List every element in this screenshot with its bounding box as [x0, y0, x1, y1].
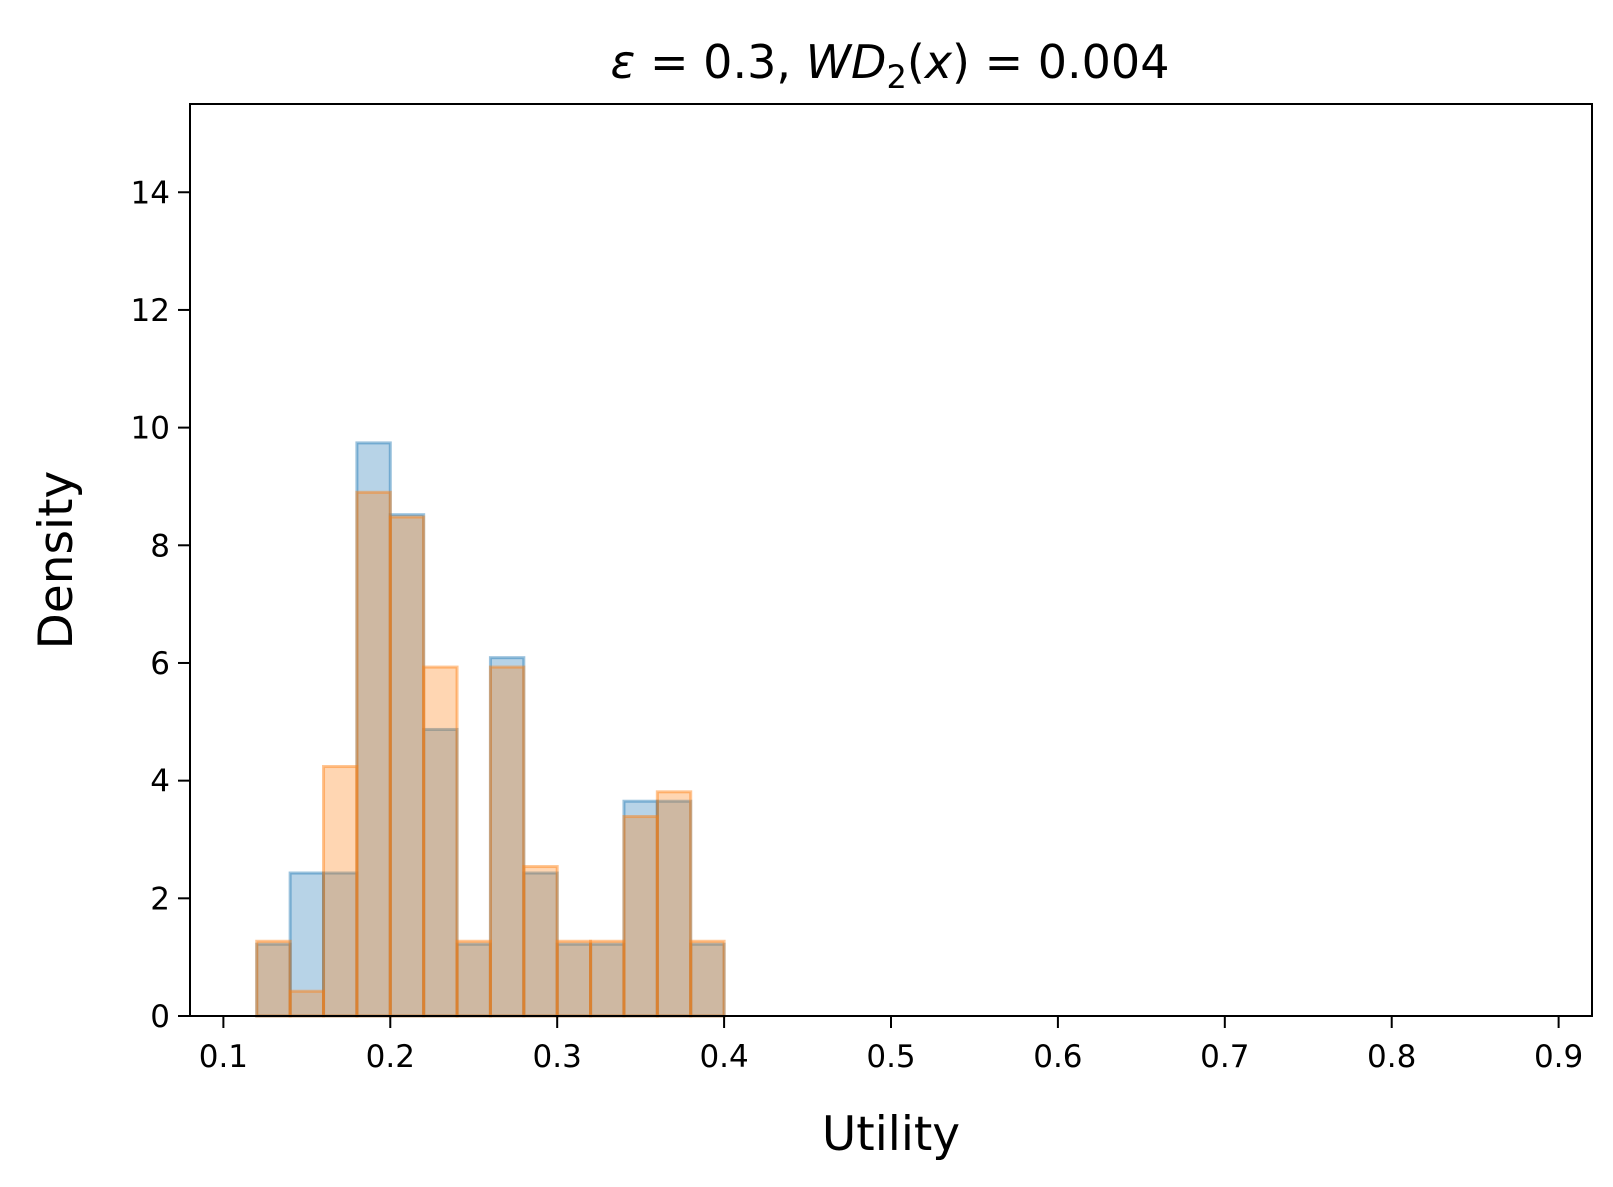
- title-var: x: [923, 35, 953, 89]
- histogram-bar: [655, 799, 693, 1018]
- x-tick-label: 0.3: [533, 1039, 582, 1075]
- histogram-bar: [455, 939, 492, 1018]
- title-paren-close: ): [952, 35, 970, 89]
- histogram-bar: [355, 490, 392, 1018]
- y-tick-label: 14: [131, 175, 170, 211]
- x-tick-label: 0.5: [866, 1039, 915, 1075]
- x-tick-label: 0.4: [699, 1039, 748, 1075]
- y-tick-label: 10: [131, 411, 170, 447]
- bars-layer: [255, 441, 726, 1018]
- histogram-bar: [455, 942, 492, 1018]
- histogram-bar: [589, 939, 626, 1018]
- histogram-bar: [422, 665, 459, 1018]
- x-tick-label: 0.7: [1200, 1039, 1249, 1075]
- title-wd-subscript: 2: [886, 58, 906, 96]
- series-1: [255, 441, 726, 1018]
- histogram-bar: [322, 871, 359, 1018]
- histogram-bar: [689, 939, 726, 1018]
- histogram-bar: [288, 871, 326, 1018]
- title-epsilon-value: = 0.3,: [635, 35, 805, 89]
- plot-frame: [189, 103, 1593, 1017]
- x-axis-label: Utility: [822, 1107, 960, 1162]
- histogram-bar: [388, 515, 426, 1018]
- histogram-bar: [622, 815, 659, 1018]
- x-tick-label: 0.2: [366, 1039, 415, 1075]
- x-tick-label: 0.1: [199, 1039, 248, 1075]
- y-tick-label: 2: [150, 881, 170, 917]
- histogram-bar: [322, 765, 359, 1018]
- y-axis-label: Density: [29, 471, 84, 650]
- x-tick-label: 0.9: [1534, 1039, 1583, 1075]
- ticks-layer: 0.1 0.2 0.3 0.4 0.5 0.6 0.7 0.8 0.9 0 2 4 6 8 10 12 14: [131, 175, 1584, 1075]
- title-paren-open: (: [907, 35, 925, 89]
- histogram-bar: [522, 865, 559, 1018]
- histogram-bar: [488, 665, 526, 1018]
- chart-title: ε = 0.3, WD2(x) = 0.004: [611, 35, 1170, 96]
- y-tick-label: 4: [150, 764, 170, 800]
- histogram-bar: [655, 790, 693, 1018]
- x-tick-label: 0.6: [1033, 1039, 1082, 1075]
- histogram-bar: [488, 656, 526, 1018]
- y-tick-label: 12: [131, 293, 170, 329]
- x-tick-label: 0.8: [1367, 1039, 1416, 1075]
- histogram-bar: [388, 513, 426, 1018]
- histogram-bar: [255, 939, 292, 1018]
- y-tick-label: 0: [150, 999, 170, 1035]
- histogram-bar: [622, 799, 659, 1018]
- histogram-bar: [555, 939, 593, 1018]
- histogram-bar: [522, 871, 559, 1018]
- y-tick-label: 8: [150, 528, 170, 564]
- histogram-bar: [288, 989, 326, 1018]
- y-tick-label: 6: [150, 646, 170, 682]
- title-wd: WD: [806, 35, 887, 89]
- histogram-bar: [589, 942, 626, 1018]
- title-wd-value: = 0.004: [970, 35, 1169, 89]
- title-epsilon: ε: [611, 35, 636, 89]
- histogram-bar: [689, 942, 726, 1018]
